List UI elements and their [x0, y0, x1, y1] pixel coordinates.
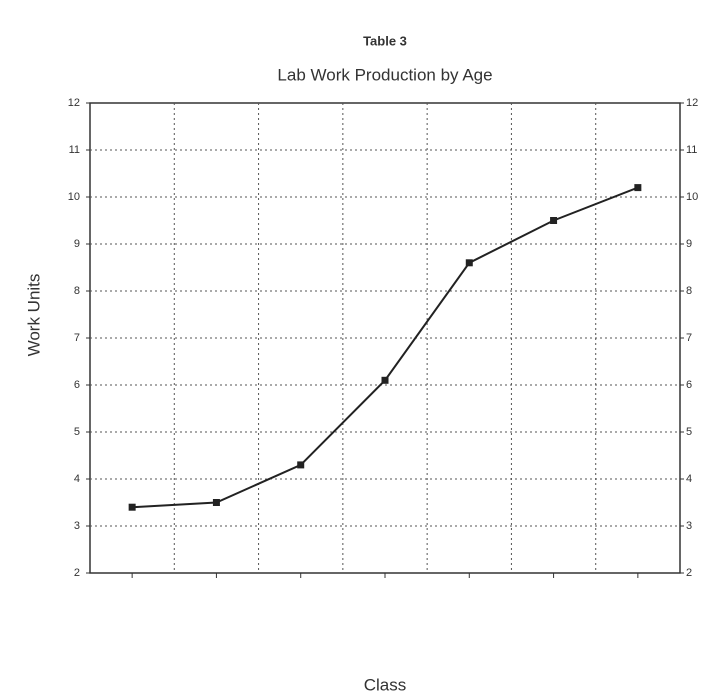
y-tick-label: 2: [74, 567, 80, 579]
y-tick-label-right: 4: [686, 473, 692, 485]
y-tick-label-right: 2: [686, 567, 692, 579]
y-tick-label: 5: [74, 426, 80, 438]
data-point: [550, 217, 558, 224]
data-point: [128, 503, 136, 511]
y-tick-label-right: 9: [686, 238, 692, 250]
y-tick-label-right: 7: [686, 332, 692, 344]
y-tick-label: 3: [74, 520, 80, 532]
data-point: [381, 376, 389, 384]
y-tick-label: 11: [69, 144, 80, 156]
y-tick-label: 12: [68, 97, 80, 109]
y-tick-label: 6: [74, 379, 80, 391]
y-tick-label-right: 6: [686, 379, 692, 391]
chart-title: Table 3: [363, 33, 407, 48]
y-tick-label-right: 5: [686, 426, 692, 438]
y-axis-label: Work Units: [24, 274, 43, 357]
y-tick-label-right: 3: [686, 520, 692, 532]
x-axis-label: Class: [364, 675, 407, 694]
data-point: [465, 259, 473, 267]
y-tick-label: 4: [74, 473, 80, 485]
data-point: [297, 461, 305, 469]
y-tick-label: 9: [74, 238, 80, 250]
y-tick-label: 10: [68, 191, 80, 203]
y-tick-label: 8: [74, 285, 80, 297]
y-tick-label: 7: [74, 332, 80, 344]
data-line: [132, 186, 639, 509]
chart-subtitle: Lab Work Production by Age: [277, 65, 492, 84]
data-point: [212, 499, 220, 506]
y-tick-label-right: 8: [686, 285, 692, 297]
y-tick-label-right: 12: [686, 97, 698, 109]
y-tick-label-right: 11: [686, 144, 697, 156]
data-point: [634, 184, 642, 192]
y-tick-label-right: 10: [686, 191, 698, 203]
